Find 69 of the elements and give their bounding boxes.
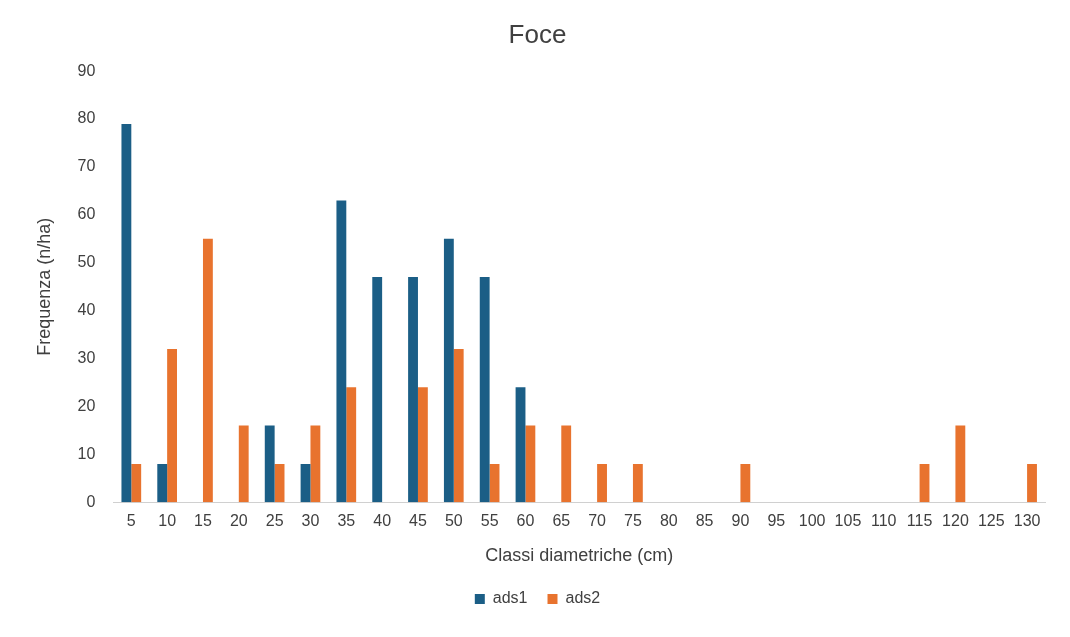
y-axis-title: Frequenza (n/ha) [33,217,54,356]
bar [157,463,168,503]
x-tick-label: 20 [229,512,248,530]
y-tick-label: 60 [77,205,96,223]
chart-title: Foce [508,18,567,49]
x-tick-label: 10 [158,512,177,530]
bar [408,277,418,503]
bar [443,238,454,503]
y-tick-label: 0 [86,492,96,510]
bar [310,425,321,503]
x-tick-label: 100 [798,512,826,530]
y-tick-label: 40 [77,301,96,319]
y-tick-label: 50 [77,253,96,271]
x-axis-title: Classi diametriche (cm) [485,545,674,566]
y-tick-label: 90 [77,61,96,79]
bar [264,425,275,503]
x-tick-label: 40 [373,512,392,530]
bar [346,387,357,503]
x-tick-label: 5 [126,512,136,530]
x-tick-label: 130 [1013,512,1041,530]
x-tick-label: 25 [265,512,284,530]
bar [167,348,177,503]
bar [479,277,490,503]
x-tick-label: 110 [871,512,897,530]
bar [336,200,347,503]
x-tick-label: 80 [659,512,678,530]
bar [525,425,536,503]
y-tick-label: 70 [77,157,96,175]
x-tick-label: 15 [194,512,212,530]
bar [1027,463,1037,503]
bar [202,238,213,503]
x-tick-label: 105 [834,512,862,530]
bar [597,463,607,503]
bar [453,348,464,503]
legend-label: ads2 [565,589,601,607]
bar [489,463,500,503]
x-tick-label: 65 [552,512,571,530]
x-tick-label: 35 [337,512,356,530]
bar [372,277,383,503]
x-tick-label: 120 [942,512,969,530]
bar [300,463,311,503]
bar [919,463,930,503]
bar [131,463,142,503]
bar [955,425,966,503]
bar [238,425,249,503]
x-tick-label: 60 [516,512,535,530]
legend-label: ads1 [492,589,528,607]
x-tick-label: 75 [624,512,642,530]
y-tick-label: 30 [77,348,96,366]
x-tick-label: 45 [409,512,427,530]
bar [121,123,132,503]
bar [561,425,572,503]
x-tick-label: 30 [301,512,320,530]
x-tick-label: 55 [480,512,499,530]
x-tick-label: 115 [906,512,933,530]
x-tick-label: 95 [767,512,786,530]
x-tick-label: 90 [731,512,750,530]
x-tick-label: 125 [977,512,1005,530]
bar [274,463,285,503]
bar [515,387,526,503]
y-tick-label: 80 [77,109,96,127]
bar [417,387,428,503]
bar [740,463,751,503]
x-tick-label: 70 [588,512,607,530]
y-tick-label: 10 [77,444,96,462]
x-tick-label: 85 [695,512,714,530]
bar [632,463,643,503]
y-tick-label: 20 [77,396,96,414]
x-tick-label: 50 [444,512,463,530]
